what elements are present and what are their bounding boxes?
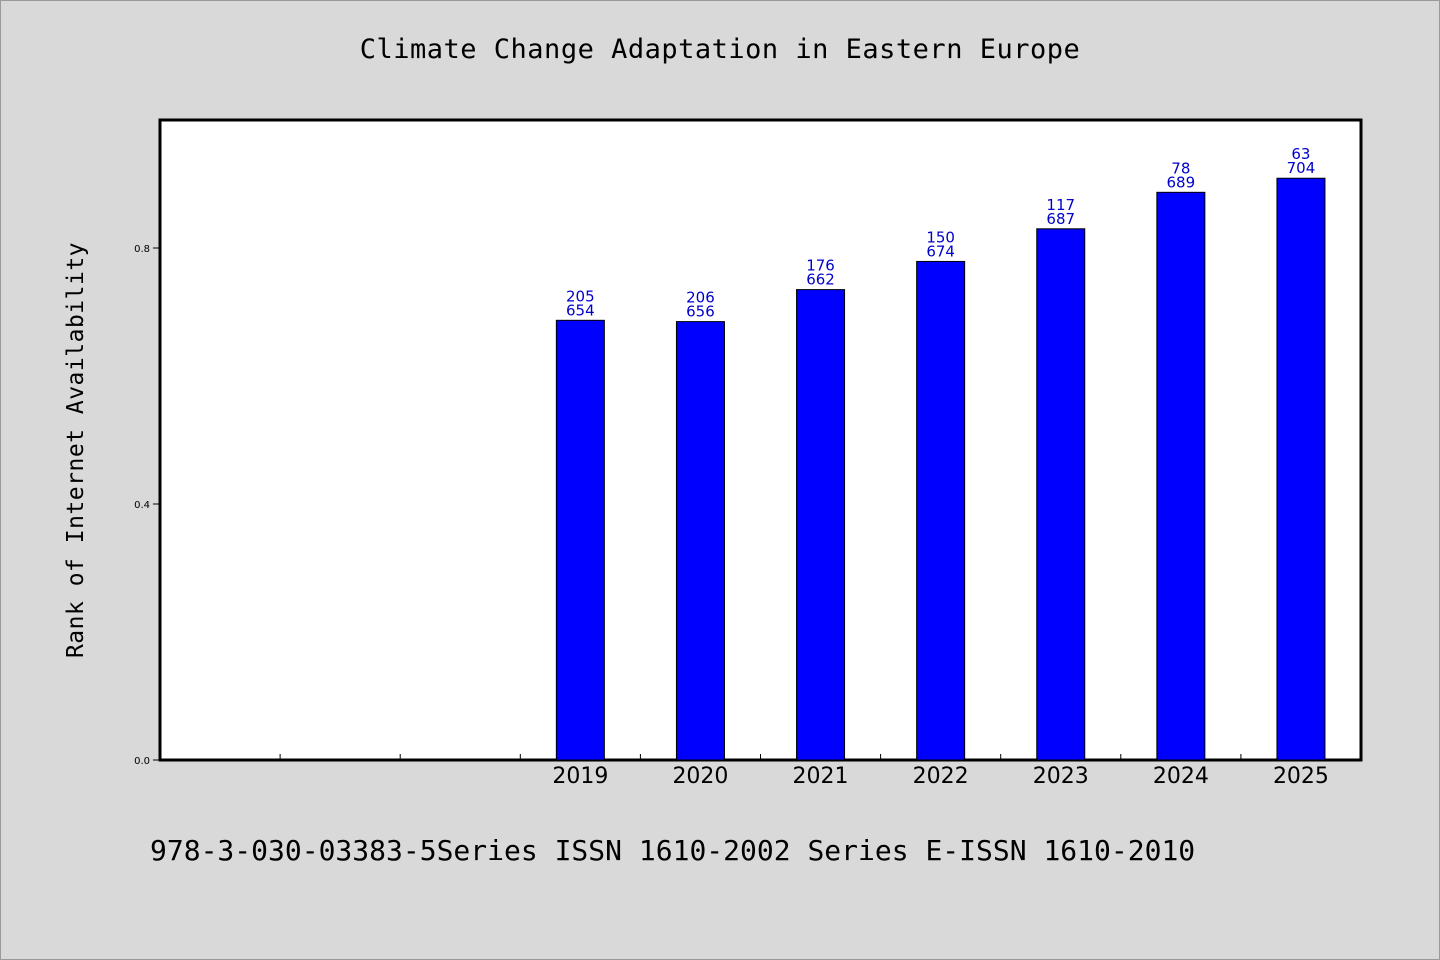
data-label-top: 176: [806, 257, 835, 275]
y-tick-label: 0.4: [134, 500, 150, 511]
x-tick-label: 2022: [913, 764, 969, 789]
chart-title: Climate Change Adaptation in Eastern Eur…: [359, 34, 1081, 65]
data-label-bottom: 656: [686, 303, 715, 321]
data-label-top: 117: [1046, 196, 1075, 214]
bar-2023: [1036, 228, 1086, 761]
data-label-top: 205: [566, 287, 595, 305]
bar-2021: [796, 289, 846, 761]
data-label-top: 63: [1291, 145, 1310, 163]
x-tick-label: 2025: [1273, 764, 1329, 789]
bar-2025: [1276, 177, 1326, 761]
x-tick-label: 2021: [793, 764, 849, 789]
bars: [555, 177, 1326, 761]
data-label-bottom: 704: [1287, 159, 1316, 177]
data-label-bottom: 674: [926, 242, 955, 260]
data-label-bottom: 654: [566, 301, 595, 319]
data-label-top: 150: [926, 228, 955, 246]
x-tick-label: 2024: [1153, 764, 1209, 789]
data-label-top: 206: [686, 289, 715, 307]
y-axis: 0.0 0.4 0.8: [134, 244, 160, 767]
x-axis: 2019 2020 2021 2022 2023 2024 2025: [279, 754, 1329, 789]
bar-2019: [555, 319, 605, 761]
y-tick-label: 0.0: [134, 756, 150, 767]
footer-text: 978-3-030-03383-5Series ISSN 1610-2002 S…: [150, 834, 1196, 867]
data-label-bottom: 687: [1046, 210, 1075, 228]
x-tick-label: 2023: [1033, 764, 1089, 789]
data-label-bottom: 689: [1167, 173, 1196, 191]
x-tick-label: 2019: [552, 764, 608, 789]
x-tick-label: 2020: [672, 764, 728, 789]
data-label-top: 78: [1171, 159, 1190, 177]
bar-2022: [916, 260, 966, 761]
y-tick-label: 0.8: [134, 244, 150, 255]
bar-2020: [675, 321, 725, 761]
bar-2024: [1156, 191, 1206, 761]
data-label-bottom: 662: [806, 271, 835, 289]
